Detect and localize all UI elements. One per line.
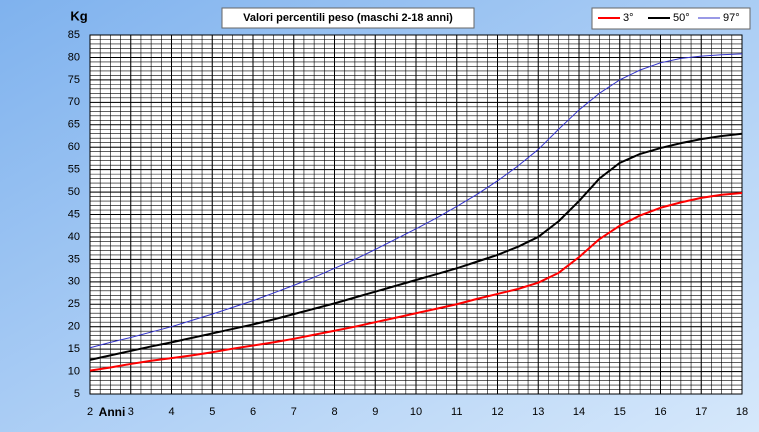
x-tick-label: 6 <box>250 406 256 418</box>
y-tick-label: 25 <box>68 298 80 310</box>
x-tick-label: 9 <box>372 406 378 418</box>
y-tick-label: 55 <box>68 164 80 176</box>
y-tick-label: 80 <box>68 51 80 63</box>
y-tick-label: 40 <box>68 231 80 243</box>
y-tick-label: 70 <box>68 96 80 108</box>
x-tick-label: 11 <box>451 406 462 418</box>
x-tick-label: 10 <box>410 406 422 418</box>
y-tick-label: 30 <box>68 276 80 288</box>
y-axis-label: Kg <box>70 8 87 23</box>
x-tick-label: 18 <box>736 406 748 418</box>
title-box <box>221 7 475 29</box>
x-tick-label: 15 <box>614 406 626 418</box>
y-tick-label: 75 <box>68 74 80 86</box>
y-tick-label: 60 <box>68 141 80 153</box>
x-tick-label: 17 <box>695 406 707 418</box>
x-tick-label: 4 <box>168 406 174 418</box>
y-tick-label: 85 <box>68 29 80 41</box>
y-tick-label: 10 <box>68 365 80 377</box>
series-line <box>89 53 743 349</box>
x-tick-label: 3 <box>128 406 134 418</box>
y-tick-label: 15 <box>68 343 80 355</box>
legend-label: 50° <box>673 12 690 24</box>
y-tick-label: 50 <box>68 186 80 198</box>
plot-border <box>89 34 743 395</box>
x-tick-label: 8 <box>331 406 337 418</box>
legend-box <box>591 7 751 30</box>
x-tick-label: 7 <box>291 406 297 418</box>
legend-label: 3° <box>623 12 634 24</box>
x-tick-label: 12 <box>491 406 503 418</box>
x-tick-label: 13 <box>532 406 544 418</box>
x-tick-label: 14 <box>573 406 585 418</box>
legend-label: 97° <box>723 12 740 24</box>
series-line <box>89 191 743 372</box>
x-tick-label: 5 <box>209 406 215 418</box>
y-tick-label: 35 <box>68 253 80 265</box>
x-axis-label: Anni <box>99 405 126 419</box>
y-tick-label: 45 <box>68 208 80 220</box>
y-tick-label: 5 <box>74 388 80 400</box>
series-line <box>89 132 743 361</box>
chart-title: Valori percentili peso (maschi 2-18 anni… <box>243 12 453 24</box>
y-tick-label: 20 <box>68 321 80 333</box>
x-tick-label: 2 <box>87 406 93 418</box>
x-tick-label: 16 <box>654 406 666 418</box>
y-tick-label: 65 <box>68 119 80 131</box>
